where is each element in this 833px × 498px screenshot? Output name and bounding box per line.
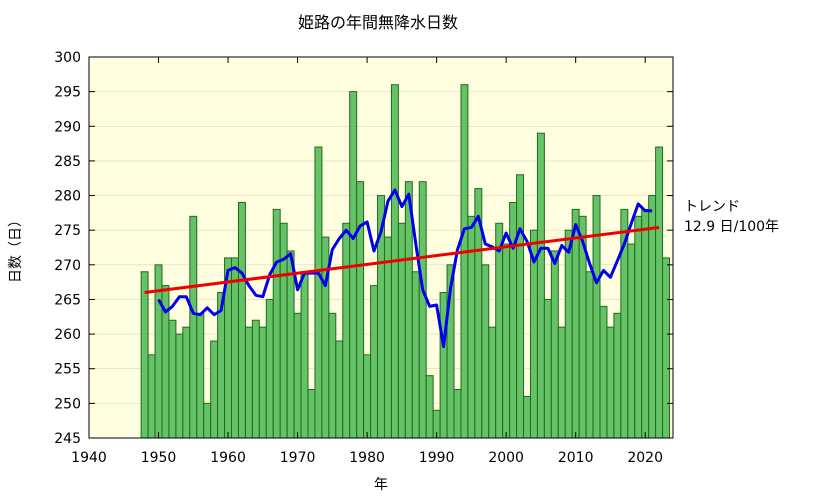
bar-2016 <box>613 312 622 439</box>
bar-1958 <box>210 340 219 439</box>
bar-1993 <box>453 389 462 439</box>
bar-1987 <box>411 271 420 439</box>
bar-2007 <box>550 250 559 439</box>
y-tick-label: 270 <box>54 258 81 274</box>
trend-label: トレンド <box>684 199 740 215</box>
bar-1961 <box>231 257 239 439</box>
moving-average-line <box>157 188 653 349</box>
bar-1976 <box>335 340 344 439</box>
bar-2022 <box>655 146 664 439</box>
y-tick-label: 300 <box>54 50 81 66</box>
trend-value: 12.9 日/100年 <box>684 219 779 235</box>
y-tick-label: 255 <box>54 362 81 378</box>
x-tick-label: 1960 <box>210 450 246 466</box>
bar-1956 <box>196 312 205 439</box>
bar-1979 <box>356 181 365 439</box>
bar-2018 <box>627 243 636 439</box>
bar-1969 <box>286 250 295 439</box>
bar-1964 <box>251 319 260 439</box>
x-tick-label: 1980 <box>349 450 385 466</box>
bar-1954 <box>182 326 191 439</box>
x-tick-label: 1940 <box>71 450 107 466</box>
x-tick-label: 1990 <box>419 450 455 466</box>
y-tick-label: 290 <box>54 119 81 135</box>
bar-2005 <box>536 132 545 439</box>
bar-1998 <box>488 326 497 439</box>
bar-1971 <box>300 271 309 439</box>
bar-1962 <box>237 201 246 439</box>
bar-1981 <box>370 285 379 439</box>
bar-1999 <box>495 222 504 439</box>
y-tick-label: 280 <box>54 189 81 205</box>
bar-1963 <box>244 326 253 439</box>
bar-1994 <box>460 84 469 439</box>
bar-2002 <box>516 174 525 439</box>
x-axis: 1940 1950 1960 1970 1980 1990 2000 2010 2020 <box>71 57 663 466</box>
x-tick-label: 1970 <box>280 450 316 466</box>
bar-1953 <box>175 333 184 439</box>
bar-2015 <box>606 326 615 439</box>
bar-1966 <box>265 298 274 439</box>
bar-2006 <box>543 298 552 439</box>
bar-1959 <box>217 292 226 439</box>
bar-2008 <box>557 326 566 439</box>
bar-2020 <box>641 208 650 439</box>
bar-1967 <box>272 208 281 439</box>
chart-title: 姫路の年間無降水日数 <box>298 13 458 32</box>
y-tick-label: 275 <box>54 223 81 239</box>
y-tick-label: 295 <box>54 85 81 101</box>
bar-2003 <box>523 395 531 439</box>
bar-2021 <box>648 195 657 439</box>
bar-2014 <box>599 305 608 439</box>
bar-1975 <box>328 312 337 439</box>
bar-1949 <box>147 354 156 439</box>
y-axis: 245 250 255 260 265 270 275 280 285 290 295 300 <box>54 50 673 447</box>
bar-1980 <box>363 354 372 439</box>
y-tick-label: 250 <box>54 396 81 412</box>
y-tick-label: 245 <box>54 431 81 447</box>
bar-1983 <box>383 236 392 439</box>
y-tick-label: 260 <box>54 327 81 343</box>
y-axis-title: 日数（日） <box>8 213 24 283</box>
bar-2009 <box>564 229 573 439</box>
bar-1970 <box>293 312 302 439</box>
x-tick-label: 2000 <box>488 450 524 466</box>
bar-1989 <box>425 375 434 439</box>
y-tick-label: 285 <box>54 154 81 170</box>
bar-2000 <box>502 243 511 439</box>
x-tick-label: 2010 <box>558 450 594 466</box>
bar-1955 <box>189 215 198 439</box>
y-tick-label: 265 <box>54 292 81 308</box>
bar-2023 <box>662 257 671 439</box>
bar-2013 <box>592 195 601 439</box>
x-axis-title: 年 <box>374 477 388 493</box>
x-tick-label: 1950 <box>141 450 177 466</box>
bar-2012 <box>585 271 594 439</box>
plot-frame <box>88 56 674 439</box>
bar-1973 <box>314 146 323 439</box>
bar-2010 <box>571 208 580 439</box>
bar-2019 <box>634 215 643 439</box>
bar-1985 <box>397 222 406 439</box>
bar-1988 <box>418 181 427 439</box>
bar-1952 <box>168 319 177 439</box>
bar-1948 <box>140 271 149 439</box>
bar-1957 <box>203 402 212 439</box>
x-tick-label: 2020 <box>627 450 663 466</box>
trend-line <box>144 225 660 295</box>
bar-1977 <box>342 222 351 439</box>
bar-1972 <box>307 389 316 439</box>
bar-1997 <box>481 264 490 439</box>
bar-1965 <box>258 326 267 439</box>
